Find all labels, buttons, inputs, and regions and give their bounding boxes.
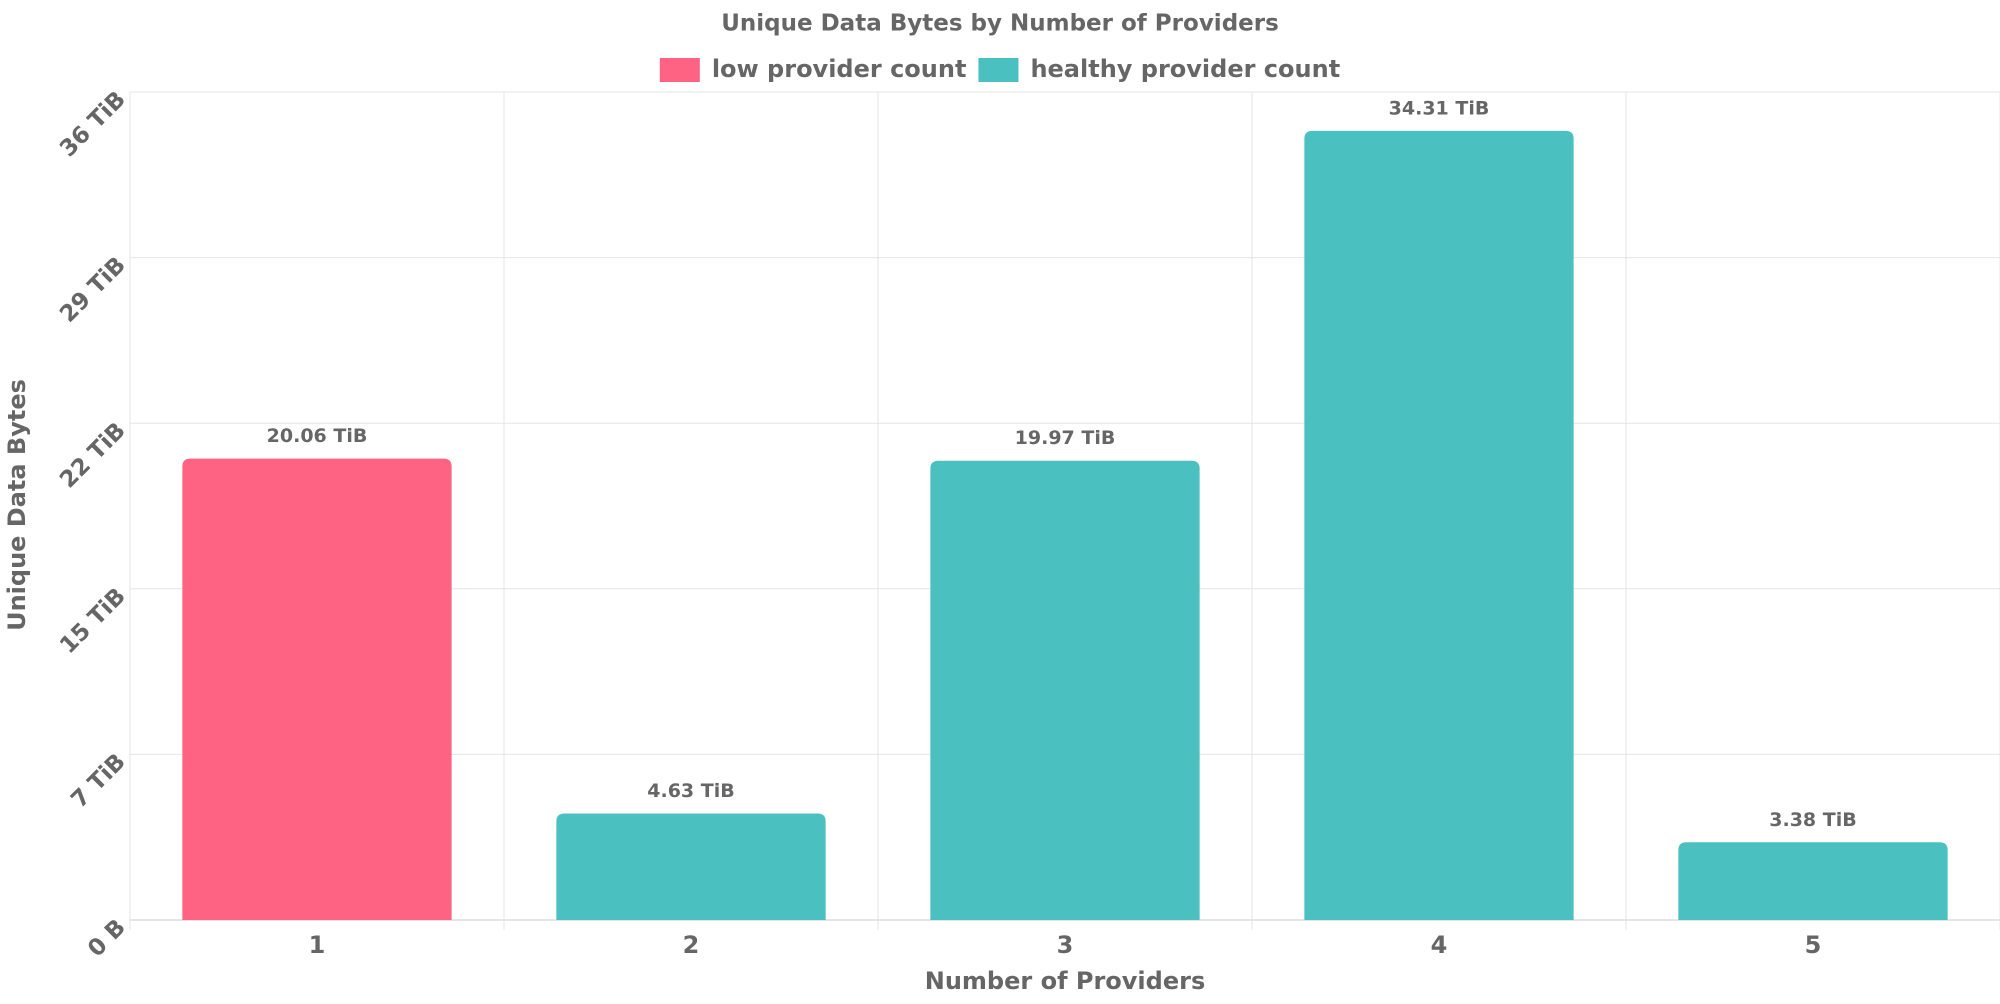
y-tick-label: 22 TiB xyxy=(55,418,131,494)
data-label: 4.63 TiB xyxy=(647,780,734,802)
y-tick-label: 7 TiB xyxy=(66,749,130,813)
x-axis-title: Number of Providers xyxy=(925,967,1205,995)
legend-label: low provider count xyxy=(712,55,967,83)
y-axis-title: Unique Data Bytes xyxy=(3,379,31,631)
x-tick-label: 5 xyxy=(1805,931,1822,959)
chart-title: Unique Data Bytes by Number of Providers xyxy=(721,11,1279,37)
legend-label: healthy provider count xyxy=(1030,55,1340,83)
x-tick-label: 2 xyxy=(683,931,700,959)
x-tick-label: 4 xyxy=(1431,931,1448,959)
y-tick-label: 36 TiB xyxy=(55,86,131,162)
y-tick-label: 15 TiB xyxy=(55,583,131,659)
bar xyxy=(930,460,1200,920)
x-tick-label: 3 xyxy=(1057,931,1074,959)
bar xyxy=(556,813,826,920)
data-label: 3.38 TiB xyxy=(1769,809,1856,831)
bar xyxy=(182,458,452,920)
x-tick-label: 1 xyxy=(309,931,326,959)
bar xyxy=(1678,842,1948,920)
legend-swatch xyxy=(978,58,1019,82)
bar xyxy=(1304,130,1574,920)
y-tick-label: 0 B xyxy=(83,914,131,962)
legend-swatch xyxy=(659,58,700,82)
data-label: 19.97 TiB xyxy=(1015,427,1116,449)
data-label: 20.06 TiB xyxy=(267,425,368,447)
data-label: 34.31 TiB xyxy=(1389,97,1490,119)
y-tick-label: 29 TiB xyxy=(55,252,131,328)
